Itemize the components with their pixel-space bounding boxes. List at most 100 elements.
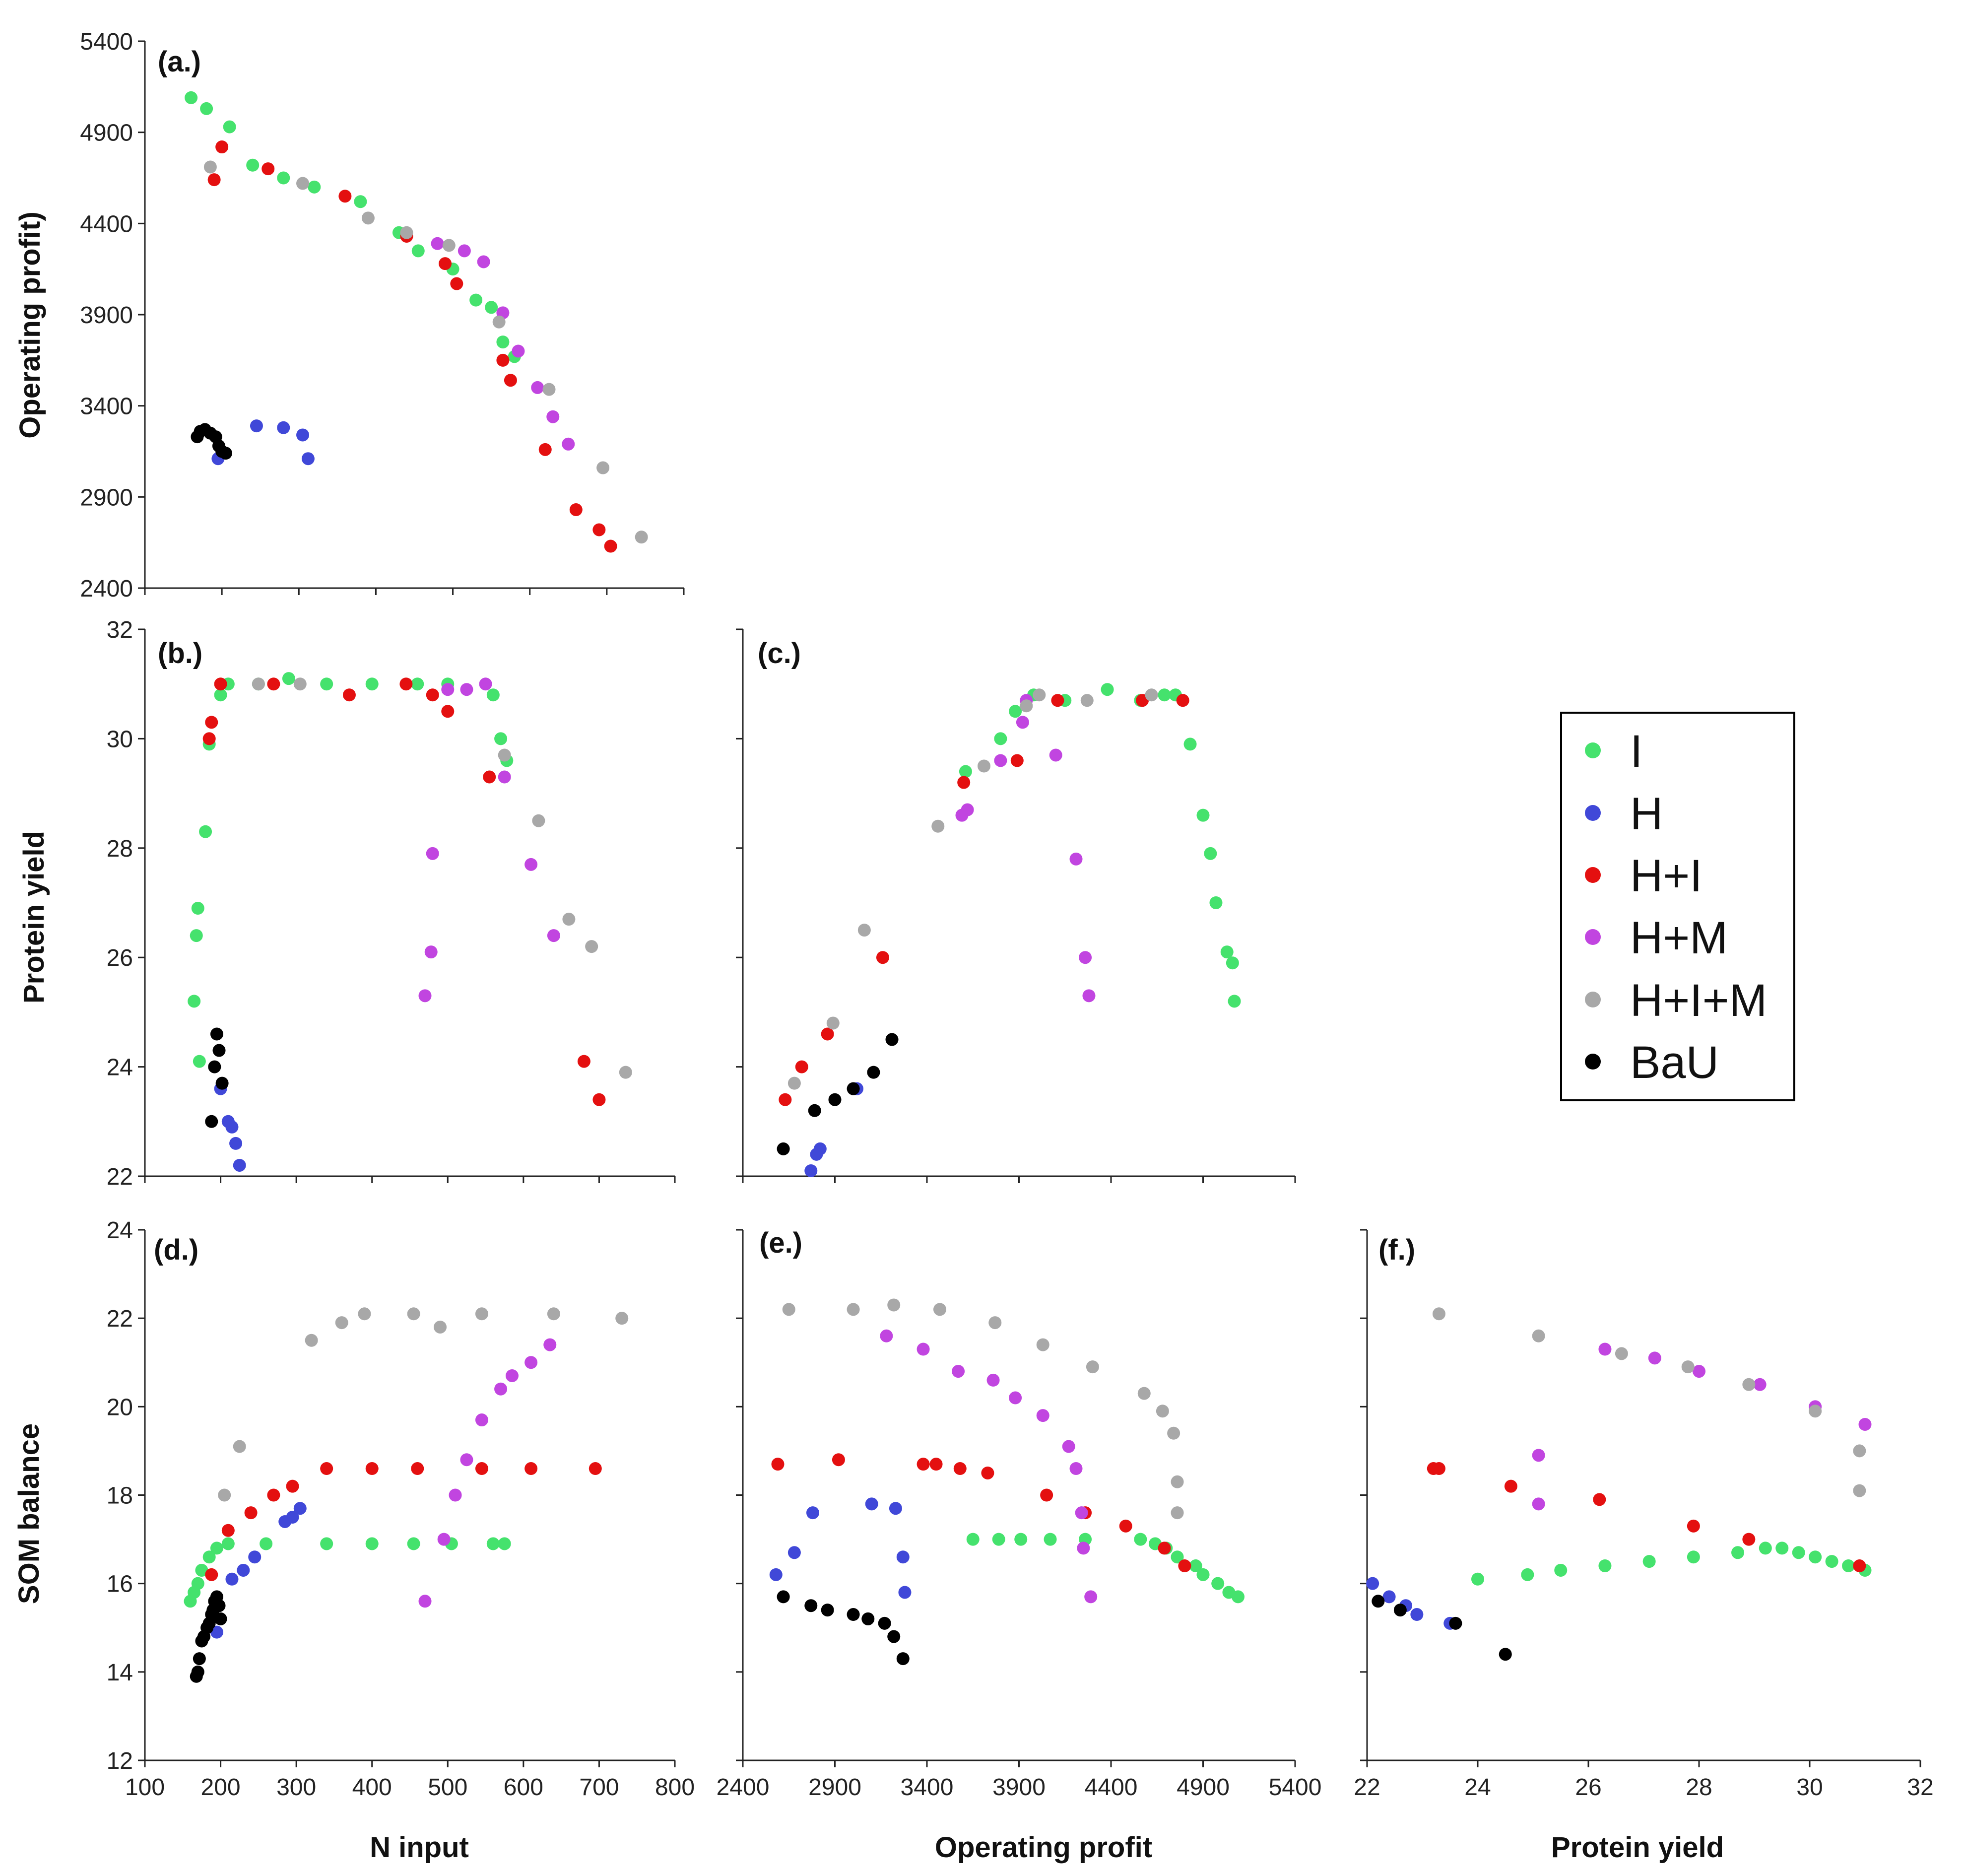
point-i [1759, 1541, 1772, 1555]
point-h-m [1693, 1365, 1705, 1378]
point-h-m [512, 344, 525, 358]
x-tick-label-d: 200 [201, 1774, 241, 1801]
point-i [486, 1537, 500, 1550]
point-h [787, 1546, 801, 1559]
point-bau [1499, 1648, 1512, 1661]
series-i-e [966, 1533, 1244, 1604]
point-h-m [498, 770, 511, 784]
point-h-i [592, 523, 606, 536]
series-h-i-a [207, 140, 617, 553]
point-h-m [524, 1356, 538, 1369]
point-h-i [592, 1093, 606, 1106]
point-i [411, 244, 425, 258]
point-h-m [1084, 1590, 1098, 1604]
point-h-i [286, 1479, 299, 1493]
point-h-i [342, 688, 356, 702]
point-h [229, 1137, 243, 1150]
point-h-i [1853, 1559, 1866, 1573]
point-h-m [531, 381, 544, 394]
series-i-f [1471, 1541, 1872, 1586]
point-bau [215, 1076, 229, 1090]
point-h-m [986, 1373, 1000, 1387]
point-h-i [267, 677, 280, 691]
y-tick-label-b: 28 [107, 836, 133, 862]
series-i-c [959, 683, 1241, 1008]
series-h-i-m-b [252, 677, 632, 1079]
legend-marker-h [1585, 805, 1601, 821]
point-i [354, 195, 367, 208]
legend-label-h: H [1630, 789, 1663, 839]
point-i [1521, 1568, 1534, 1581]
point-h-m [449, 1488, 462, 1502]
point-h-i [1178, 1559, 1191, 1573]
y-tick-label-d: 18 [107, 1483, 133, 1509]
point-h [865, 1497, 878, 1511]
point-bau [861, 1612, 875, 1625]
x-tick-label-d: 700 [579, 1774, 619, 1801]
point-i [1228, 995, 1241, 1008]
point-h-m [1016, 716, 1029, 729]
point-h-i [929, 1458, 943, 1471]
point-i [1792, 1546, 1805, 1559]
point-h-m [418, 989, 432, 1003]
point-bau [210, 1027, 223, 1041]
point-h-i [1010, 754, 1024, 767]
point-h-i-m [847, 1303, 860, 1316]
point-i [1171, 1550, 1184, 1564]
point-h-m [562, 437, 575, 451]
point-h-i-m [400, 226, 413, 239]
series-h-m-a [431, 237, 575, 451]
panel-c: (c.) [736, 628, 1296, 1183]
series-h-i-m-e [782, 1298, 1184, 1520]
y-tick-label-a: 5400 [80, 29, 133, 55]
point-h-i-m [358, 1307, 371, 1321]
point-h-i [538, 443, 552, 456]
point-h-i [439, 257, 452, 270]
point-h-m [880, 1329, 893, 1342]
point-h-i-m [361, 211, 375, 225]
point-h-m [418, 1595, 432, 1608]
point-h-m [479, 677, 492, 691]
point-h-i [779, 1093, 792, 1106]
point-h-i-m [434, 1320, 447, 1334]
y-tick-label-a: 4400 [80, 211, 133, 237]
point-h-i-m [596, 461, 610, 474]
point-bau [887, 1630, 901, 1643]
point-h-i-m [1086, 1360, 1099, 1374]
point-h-i-m [233, 1440, 246, 1453]
point-h [804, 1164, 818, 1177]
point-i [1014, 1533, 1028, 1546]
point-h-m [1598, 1342, 1612, 1356]
legend-marker-h-i [1585, 867, 1601, 883]
point-i [1044, 1533, 1057, 1546]
point-h-i [215, 140, 229, 154]
point-i [959, 765, 972, 778]
point-i [1687, 1550, 1700, 1564]
point-bau [214, 1612, 227, 1625]
x-tick-label-f: 30 [1796, 1774, 1823, 1801]
point-i [1134, 1533, 1147, 1546]
point-i [1158, 688, 1171, 702]
legend-marker-bau [1585, 1054, 1601, 1070]
point-i [1471, 1572, 1484, 1586]
series-h-i-b [202, 677, 606, 1106]
x-tick-label-f: 22 [1354, 1774, 1380, 1801]
point-h-i [267, 1488, 280, 1502]
point-h-i [1040, 1488, 1053, 1502]
point-h-i [957, 776, 971, 789]
point-i [223, 120, 236, 134]
x-tick-label-f: 28 [1686, 1774, 1712, 1801]
point-i [486, 688, 500, 702]
point-h [889, 1502, 902, 1515]
x-tick-label-e: 4400 [1085, 1774, 1138, 1801]
series-h-m-f [1532, 1342, 1872, 1511]
point-h-i-m [562, 913, 576, 926]
point-i [191, 902, 204, 915]
point-h-i [207, 173, 221, 187]
point-h-i-m [782, 1303, 795, 1316]
point-h-m [1062, 1440, 1075, 1453]
x-tick-label-d: 100 [125, 1774, 165, 1801]
point-i [1183, 737, 1197, 751]
point-h-m [524, 858, 538, 871]
